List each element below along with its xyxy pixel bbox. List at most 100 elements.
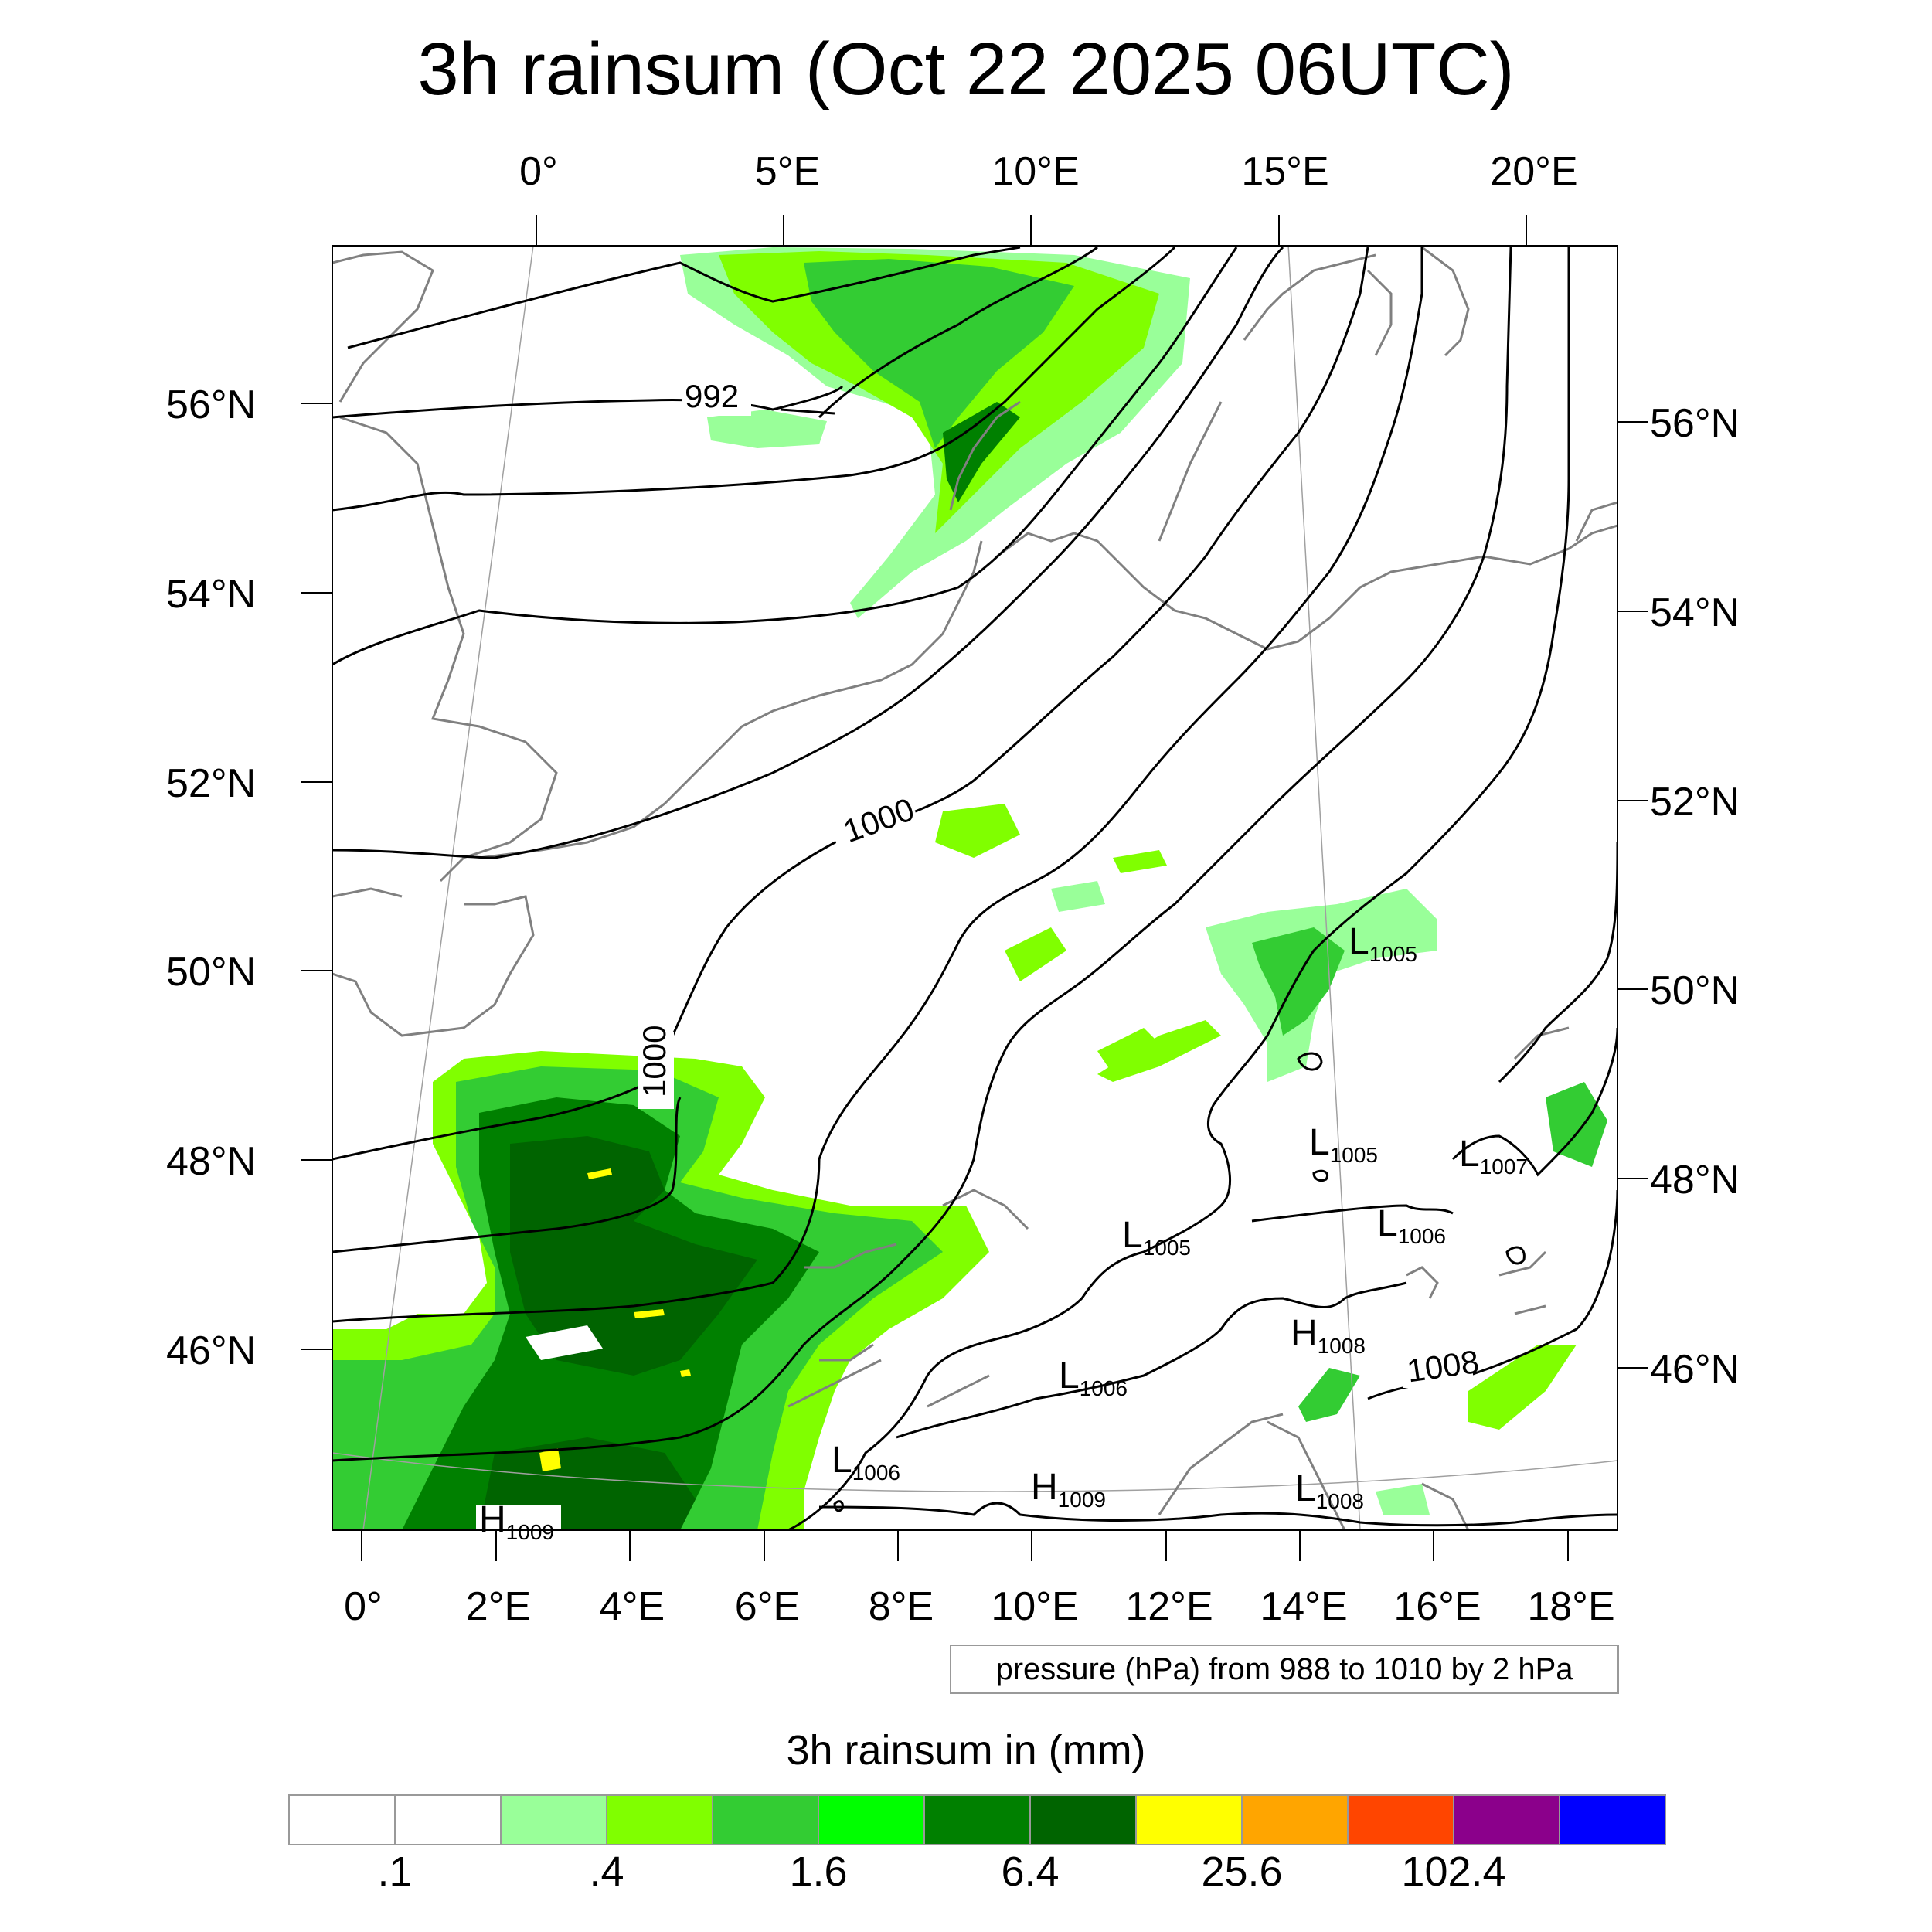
bottom-lon-label: 16°E: [1393, 1584, 1481, 1629]
marker-symbol: L: [1459, 1134, 1480, 1175]
isobar-small-loop-1: [1297, 1052, 1323, 1071]
left-lat-label: 46°N: [166, 1328, 257, 1373]
rain-area-north-streak: [943, 402, 1020, 502]
colorbar-label: .4: [589, 1849, 624, 1895]
marker-symbol: L: [1377, 1203, 1398, 1244]
bottom-lon-label: 0°: [344, 1584, 383, 1629]
rain-area-adriatic: [1298, 1368, 1360, 1422]
pressure-marker: L1005: [1122, 1217, 1191, 1259]
rain-area-se: [1468, 1345, 1577, 1430]
bottom-lon-label: 12°E: [1125, 1584, 1213, 1629]
rain-area-east-streak: [1097, 1020, 1221, 1082]
colorbar-box-10: [1347, 1794, 1454, 1845]
rain-area-central-5: [1051, 881, 1105, 912]
coastlines: [332, 246, 1617, 1530]
pressure-marker: H1008: [1291, 1315, 1366, 1357]
marker-symbol: L: [1295, 1468, 1316, 1509]
colorbar-box-6: [923, 1794, 1031, 1845]
left-lat-label: 48°N: [166, 1139, 257, 1184]
marker-value: 1006: [852, 1461, 900, 1485]
right-lat-label: 52°N: [1650, 780, 1740, 825]
marker-symbol: L: [1122, 1215, 1143, 1256]
colorbar-box-8: [1135, 1794, 1243, 1845]
isobar-994: [332, 246, 1176, 512]
isobar-south: [818, 1502, 1617, 1527]
isobar-996: [332, 247, 1238, 666]
rain-area-central-1: [935, 804, 1020, 858]
isobar-998: [332, 246, 1284, 859]
colorbar-label: .1: [377, 1849, 413, 1895]
marker-value: 1005: [1329, 1143, 1378, 1167]
right-lat-label: 48°N: [1650, 1158, 1740, 1202]
isobar-1006-a: [787, 247, 1570, 1530]
marker-symbol: H: [479, 1499, 506, 1540]
colorbar: [288, 1794, 1666, 1845]
isobar-east-a: [1451, 1027, 1617, 1177]
marker-value: 1009: [1057, 1488, 1106, 1512]
marker-value: 1007: [1479, 1155, 1528, 1179]
marker-value: 1005: [1142, 1236, 1191, 1260]
rain-area-heavy-1: [587, 1168, 612, 1179]
top-lon-label: 10°E: [992, 149, 1080, 194]
colorbar-label: 102.4: [1401, 1849, 1506, 1895]
rain-area-south-small: [1376, 1484, 1430, 1515]
marker-value: 1005: [1369, 942, 1417, 966]
rain-area-heavy-3: [539, 1448, 561, 1471]
colorbar-box-9: [1241, 1794, 1349, 1845]
rain-area-east-core: [1252, 927, 1345, 1036]
colorbar-box-11: [1453, 1794, 1560, 1845]
pressure-marker: H1009: [479, 1502, 554, 1543]
rain-area-central-3: [1097, 1028, 1159, 1074]
rain-area-central-4: [1113, 850, 1167, 873]
isobars: [332, 246, 1617, 1530]
rain-area-north-strong: [804, 259, 1074, 448]
bottom-lon-label: 6°E: [734, 1584, 801, 1629]
top-lon-label: 15°E: [1241, 149, 1329, 194]
rain-gap: [526, 1325, 603, 1360]
right-lat-label: 46°N: [1650, 1347, 1740, 1392]
pressure-marker: H1009: [1031, 1469, 1106, 1511]
isobar-small-loop-3: [833, 1500, 844, 1512]
bottom-lon-label: 2°E: [465, 1584, 532, 1629]
isobar-1004: [332, 247, 1512, 1462]
isobar-992: [332, 246, 1098, 419]
isobar-small-loop-4: [1312, 1169, 1328, 1182]
colorbar-title: 3h rainsum in (mm): [786, 1727, 1146, 1774]
top-lon-label: 0°: [519, 149, 558, 194]
colorbar-box-3: [606, 1794, 713, 1845]
marker-value: 1008: [1315, 1489, 1364, 1513]
isobar-small-loop-2: [1505, 1246, 1526, 1265]
tick-marks: [301, 215, 1648, 1561]
isobar-east-b: [1498, 842, 1617, 1083]
right-lat-label: 56°N: [1650, 401, 1740, 446]
marker-value: 1006: [1397, 1224, 1446, 1248]
rain-area-far-east: [1546, 1082, 1607, 1167]
colorbar-box-7: [1029, 1794, 1137, 1845]
rain-area-heavy-2: [634, 1309, 665, 1318]
marker-symbol: L: [1349, 921, 1369, 962]
left-lat-label: 50°N: [166, 950, 257, 995]
pressure-marker: L1006: [1377, 1206, 1446, 1247]
colorbar-box-2: [500, 1794, 607, 1845]
pressure-marker: L1008: [1295, 1471, 1364, 1512]
colorbar-box-4: [712, 1794, 819, 1845]
left-lat-label: 52°N: [166, 761, 257, 806]
rain-area-north-sea: [707, 410, 827, 448]
marker-value: 1006: [1079, 1376, 1128, 1400]
pressure-marker: L1006: [832, 1442, 900, 1484]
rain-area-heavy-4: [680, 1369, 691, 1377]
marker-value: 1008: [1317, 1334, 1366, 1358]
rain-field: [332, 247, 1607, 1530]
pressure-marker: L1005: [1309, 1124, 1378, 1166]
isobar-label: 1000: [636, 1025, 672, 1097]
top-lon-label: 20°E: [1490, 149, 1578, 194]
pressure-note: pressure (hPa) from 988 to 1010 by 2 hPa: [950, 1645, 1619, 1694]
bottom-lon-label: 4°E: [599, 1584, 665, 1629]
right-lat-label: 50°N: [1650, 968, 1740, 1013]
pressure-marker: L1006: [1059, 1358, 1128, 1400]
colorbar-label: 6.4: [1001, 1849, 1060, 1895]
colorbar-box-12: [1559, 1794, 1666, 1845]
isobar-1002: [332, 247, 1423, 1323]
bottom-lon-label: 18°E: [1527, 1584, 1615, 1629]
